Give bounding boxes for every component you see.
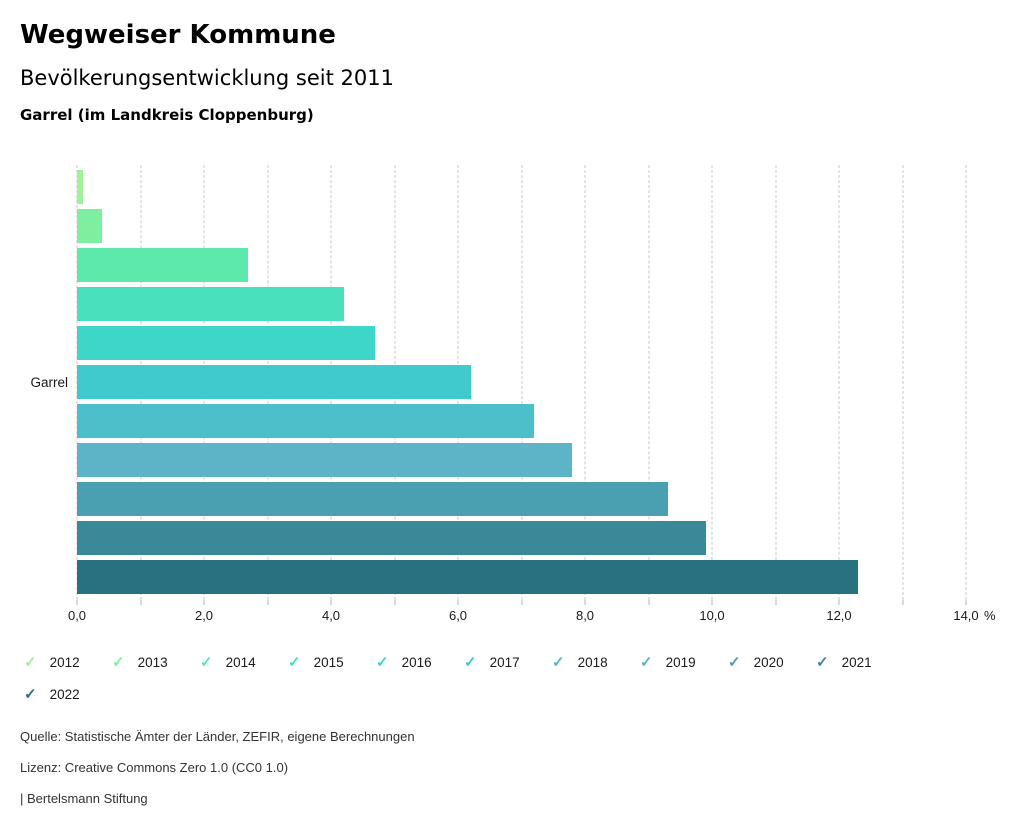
legend-item-2021[interactable]: ✓ 2021 <box>812 646 900 678</box>
bar-2017[interactable] <box>77 365 471 399</box>
license-text: Lizenz: Creative Commons Zero 1.0 (CC0 1… <box>20 760 289 775</box>
legend-item-2022[interactable]: ✓ 2022 <box>20 678 108 710</box>
bar-2021[interactable] <box>77 521 706 555</box>
check-icon: ✓ <box>112 653 125 671</box>
axis-tick <box>711 600 713 605</box>
gridline <box>902 165 903 600</box>
bar-2018[interactable] <box>77 404 535 438</box>
bar-row-2019 <box>77 443 966 477</box>
gridline <box>711 165 713 600</box>
axis-tick <box>203 600 205 605</box>
legend-year-label: 2019 <box>665 654 696 670</box>
gridline <box>521 165 522 600</box>
axis-tick <box>648 600 649 605</box>
bar-row-2017 <box>77 365 966 399</box>
axis-tick <box>775 600 776 605</box>
legend-year-label: 2016 <box>401 654 432 670</box>
axis-tick <box>330 600 332 605</box>
x-axis-label: 0,0 <box>67 608 87 623</box>
axis-tick <box>394 600 395 605</box>
axis-tick <box>267 600 268 605</box>
region-label: Garrel (im Landkreis Cloppenburg) <box>20 106 314 124</box>
axis-tick <box>140 600 141 605</box>
bar-2020[interactable] <box>77 482 668 516</box>
legend-year-label: 2012 <box>49 654 80 670</box>
bar-row-2013 <box>77 209 966 243</box>
check-icon: ✓ <box>24 653 37 671</box>
legend-item-2020[interactable]: ✓ 2020 <box>724 646 812 678</box>
bar-row-2018 <box>77 404 966 438</box>
page-title: Wegweiser Kommune <box>20 20 336 50</box>
check-icon: ✓ <box>200 653 213 671</box>
bar-2022[interactable] <box>77 560 859 594</box>
x-axis-label: 4,0 <box>321 608 341 623</box>
axis-tick <box>76 600 78 605</box>
legend-year-label: 2018 <box>577 654 608 670</box>
gridline <box>584 165 586 600</box>
axis-tick <box>457 600 459 605</box>
legend-item-2015[interactable]: ✓ 2015 <box>284 646 372 678</box>
bar-2016[interactable] <box>77 326 376 360</box>
chart-title: Bevölkerungsentwicklung seit 2011 <box>20 66 394 90</box>
x-axis-label: 6,0 <box>448 608 468 623</box>
bar-2014[interactable] <box>77 248 249 282</box>
bar-row-2012 <box>77 170 966 204</box>
gridline <box>965 165 967 600</box>
check-icon: ✓ <box>640 653 653 671</box>
legend-year-label: 2021 <box>841 654 872 670</box>
legend-year-label: 2013 <box>137 654 168 670</box>
axis-tick <box>584 600 586 605</box>
check-icon: ✓ <box>464 653 477 671</box>
bar-2019[interactable] <box>77 443 573 477</box>
x-axis-label: 10,0 <box>699 608 725 623</box>
legend-item-2012[interactable]: ✓ 2012 <box>20 646 108 678</box>
bar-2012[interactable] <box>77 170 84 204</box>
legend-year-label: 2022 <box>49 686 80 702</box>
category-label: Garrel <box>30 375 68 390</box>
bar-chart-plot: 0,0 2,0 4,0 6,0 8,0 10,0 12,0 14,0 % <box>68 165 996 623</box>
x-axis: 0,0 2,0 4,0 6,0 8,0 10,0 12,0 14,0 <box>68 608 979 626</box>
x-axis-label: 2,0 <box>194 608 214 623</box>
axis-tick <box>965 600 967 605</box>
check-icon: ✓ <box>552 653 565 671</box>
gridline <box>648 165 649 600</box>
source-text: Quelle: Statistische Ämter der Länder, Z… <box>20 729 415 744</box>
x-axis-label: 8,0 <box>575 608 595 623</box>
legend-year-label: 2015 <box>313 654 344 670</box>
bar-row-2022 <box>77 560 966 594</box>
legend-year-label: 2020 <box>753 654 784 670</box>
attribution-text: | Bertelsmann Stiftung <box>20 791 148 806</box>
bar-2015[interactable] <box>77 287 344 321</box>
check-icon: ✓ <box>288 653 301 671</box>
legend-item-2016[interactable]: ✓ 2016 <box>372 646 460 678</box>
check-icon: ✓ <box>24 685 37 703</box>
legend-item-2014[interactable]: ✓ 2014 <box>196 646 284 678</box>
bar-2013[interactable] <box>77 209 103 243</box>
legend-year-label: 2014 <box>225 654 256 670</box>
bar-row-2014 <box>77 248 966 282</box>
legend: ✓ 2012 ✓ 2013 ✓ 2014 ✓ 2015 ✓ 2016 ✓ 2017 ✓ 2018 ✓ 2019… <box>20 646 920 710</box>
axis-unit-label: % <box>984 608 996 623</box>
bar-row-2020 <box>77 482 966 516</box>
x-axis-label: 12,0 <box>826 608 852 623</box>
bar-row-2021 <box>77 521 966 555</box>
check-icon: ✓ <box>728 653 741 671</box>
axis-tick <box>902 600 903 605</box>
axis-tick <box>838 600 840 605</box>
x-axis-label: 14,0 <box>953 608 979 623</box>
check-icon: ✓ <box>816 653 829 671</box>
check-icon: ✓ <box>376 653 389 671</box>
gridline <box>838 165 840 600</box>
gridline <box>775 165 776 600</box>
legend-item-2017[interactable]: ✓ 2017 <box>460 646 548 678</box>
legend-item-2019[interactable]: ✓ 2019 <box>636 646 724 678</box>
legend-item-2013[interactable]: ✓ 2013 <box>108 646 196 678</box>
bars-container <box>77 170 966 594</box>
axis-tick <box>521 600 522 605</box>
legend-item-2018[interactable]: ✓ 2018 <box>548 646 636 678</box>
bar-row-2015 <box>77 287 966 321</box>
legend-year-label: 2017 <box>489 654 520 670</box>
bar-row-2016 <box>77 326 966 360</box>
